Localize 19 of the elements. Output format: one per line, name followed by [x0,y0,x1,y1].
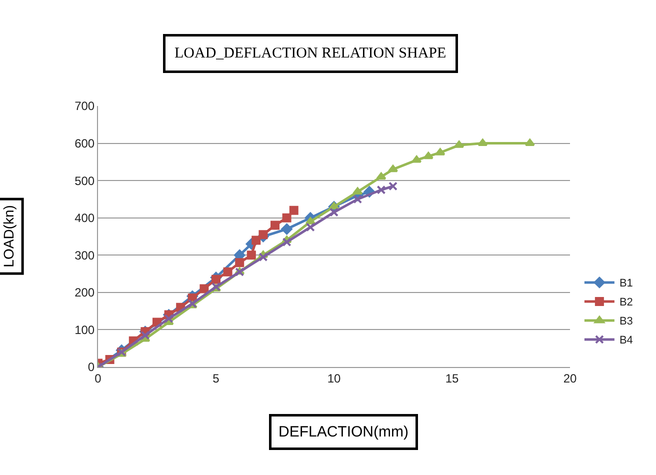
legend-label: B3 [619,316,633,328]
y-tick-label: 300 [74,248,95,262]
y-tick-label: 100 [74,322,95,337]
x-tick-label: 15 [445,371,459,386]
legend-label: B2 [619,296,633,309]
y-tick-label: 0 [88,360,95,374]
legend-label: B4 [619,334,633,347]
y-tick-label: 500 [74,174,95,188]
legend-label: B1 [619,278,633,290]
y-tick-label: 600 [74,136,95,150]
x-tick-label: 20 [563,371,577,386]
y-tick-label: 400 [74,211,95,226]
chart-title: LOAD_DEFLACTION RELATION SHAPE [174,46,446,62]
x-tick-label: 10 [327,371,341,386]
x-tick-label: 5 [212,371,220,386]
y-tick-label: 200 [74,286,95,300]
y-axis-title: LOAD(kn) [0,205,16,268]
x-axis-title: DEFLACTION(mm) [278,424,408,440]
y-tick-label: 700 [74,99,95,114]
